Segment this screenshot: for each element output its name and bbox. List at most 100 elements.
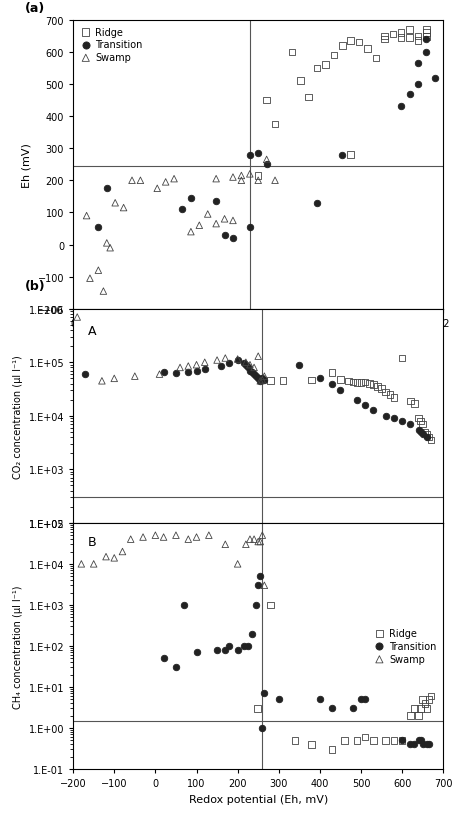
Ridge: [423, 24, 430, 37]
X-axis label: Redox potential (Eh, mV): Redox potential (Eh, mV): [189, 794, 328, 804]
Transition: [255, 579, 262, 592]
Swamp: [246, 168, 254, 181]
Transition: [411, 738, 418, 751]
Ridge: [381, 33, 388, 46]
Ridge: [308, 738, 315, 751]
Ridge: [330, 50, 338, 63]
Point: [279, 375, 287, 388]
Ridge: [339, 40, 346, 53]
Point: [201, 356, 208, 370]
Point: [357, 376, 365, 390]
Ridge: [407, 710, 414, 723]
Ridge: [329, 743, 336, 756]
Transition: [275, 693, 282, 706]
Point: [255, 372, 262, 385]
Point: [249, 366, 256, 380]
Transition: [417, 734, 424, 747]
Transition: [181, 599, 188, 612]
Point: [82, 368, 89, 381]
Ridge: [381, 30, 388, 43]
Point: [399, 415, 406, 428]
Swamp: [152, 529, 159, 543]
Point: [222, 352, 229, 366]
Swamp: [111, 552, 118, 565]
Point: [252, 370, 260, 383]
Swamp: [172, 529, 180, 543]
Point: [131, 370, 138, 383]
Point: [382, 385, 389, 399]
Transition: [246, 149, 254, 162]
Point: [246, 365, 254, 378]
Point: [246, 359, 254, 372]
Swamp: [213, 173, 220, 186]
Swamp: [160, 531, 167, 544]
Ridge: [415, 710, 422, 723]
Point: [417, 415, 424, 428]
Transition: [213, 195, 220, 208]
Ridge: [398, 31, 405, 45]
Swamp: [246, 533, 254, 546]
Swamp: [162, 176, 169, 189]
Transition: [160, 652, 167, 665]
Point: [423, 428, 430, 442]
Transition: [316, 693, 324, 706]
Point: [218, 360, 225, 373]
Point: [176, 361, 184, 375]
Point: [345, 375, 352, 388]
Swamp: [255, 535, 262, 548]
Text: (b): (b): [25, 280, 46, 292]
Transition: [256, 570, 264, 583]
Point: [256, 375, 264, 388]
Transition: [249, 627, 256, 640]
Swamp: [86, 272, 94, 285]
Ridge: [419, 693, 426, 706]
Point: [250, 368, 258, 381]
Point: [407, 394, 414, 408]
Point: [425, 431, 432, 444]
Point: [98, 375, 106, 388]
Transition: [213, 643, 221, 657]
Ridge: [423, 702, 430, 715]
Point: [370, 404, 377, 417]
Transition: [423, 738, 430, 751]
Transition: [361, 693, 369, 706]
Point: [250, 361, 258, 375]
Ridge: [370, 734, 377, 747]
Transition: [339, 149, 346, 162]
Text: (a): (a): [25, 2, 45, 15]
Point: [267, 375, 274, 388]
Transition: [244, 639, 251, 653]
Transition: [419, 738, 426, 751]
Point: [399, 352, 406, 366]
Point: [172, 367, 180, 380]
Transition: [260, 687, 268, 700]
Swamp: [187, 226, 195, 239]
Ridge: [423, 31, 430, 44]
Transition: [252, 599, 260, 612]
Ridge: [314, 62, 321, 75]
Point: [316, 372, 324, 385]
Ridge: [361, 730, 369, 743]
Ridge: [399, 734, 406, 747]
Y-axis label: Eh (mV): Eh (mV): [22, 142, 32, 188]
Point: [382, 409, 389, 423]
Point: [361, 399, 369, 412]
Point: [201, 363, 208, 376]
Transition: [179, 203, 186, 217]
Transition: [407, 738, 414, 751]
Point: [337, 385, 344, 398]
Ridge: [322, 59, 329, 72]
Point: [242, 359, 250, 372]
Point: [370, 379, 377, 392]
Point: [423, 431, 430, 444]
Point: [240, 357, 248, 370]
Point: [156, 368, 163, 381]
Swamp: [78, 557, 85, 571]
Point: [193, 359, 200, 372]
Point: [419, 428, 426, 442]
Ridge: [423, 27, 430, 41]
Point: [427, 434, 435, 447]
Swamp: [263, 154, 270, 167]
Ridge: [341, 734, 348, 747]
Point: [259, 372, 266, 385]
